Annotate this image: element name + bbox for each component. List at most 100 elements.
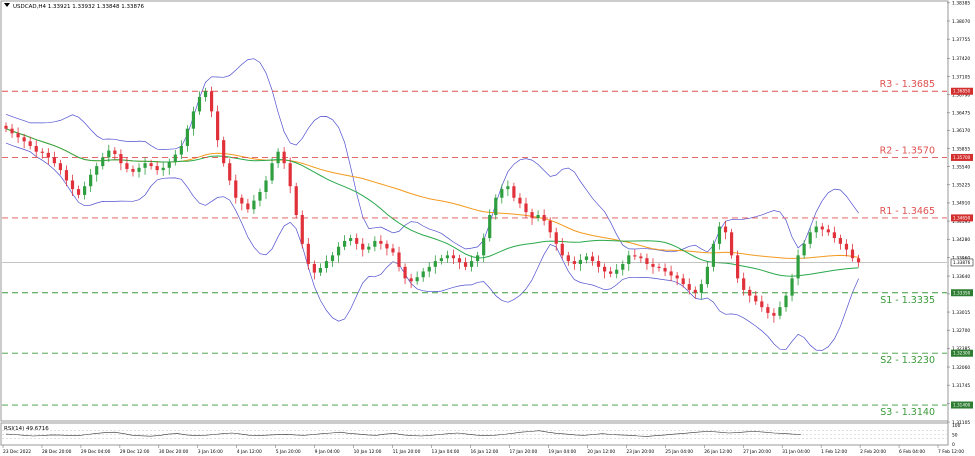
candle-body xyxy=(506,186,510,190)
candle-body xyxy=(856,258,861,263)
level-label-resistance: R1 - 1.3465 xyxy=(880,206,935,217)
y-tick-label: 1.36170 xyxy=(952,128,970,134)
candle-body xyxy=(542,215,546,221)
candle-body xyxy=(742,278,746,290)
candle-body xyxy=(609,271,613,274)
x-tick-label: 30 Dec 20:00 xyxy=(159,449,189,455)
candle-body xyxy=(572,261,576,264)
level-label-resistance: R2 - 1.3570 xyxy=(880,145,935,156)
candle-body xyxy=(276,151,280,164)
candle-body xyxy=(482,238,486,256)
candle-body xyxy=(4,125,8,129)
y-tick-label: 1.33960 xyxy=(952,255,970,261)
candle-body xyxy=(736,255,740,279)
candle-body xyxy=(294,186,298,216)
rsi-axis-label: 100 xyxy=(952,423,961,429)
candle-body xyxy=(40,151,44,153)
x-tick-label: 23 Jan 20:00 xyxy=(626,449,654,455)
candle-body xyxy=(796,255,800,279)
candle-body xyxy=(282,151,286,164)
candle-body xyxy=(463,262,468,267)
x-tick-label: 20 Jan 12:00 xyxy=(587,449,615,455)
level-price-tag-text: 1.32300 xyxy=(953,351,971,356)
level-price-tag xyxy=(951,349,973,357)
candle-body xyxy=(433,261,437,267)
level-price-tag-text: 1.33350 xyxy=(953,290,971,295)
candle-body xyxy=(173,154,177,163)
candle-body xyxy=(137,167,141,172)
candle-body xyxy=(209,91,214,112)
candle-body xyxy=(149,163,153,167)
y-tick-label: 1.37105 xyxy=(952,74,970,80)
y-tick-label: 1.32385 xyxy=(952,346,970,352)
main-pane xyxy=(0,0,949,422)
y-tick-label: 1.34280 xyxy=(952,237,970,243)
candle-body xyxy=(185,128,189,146)
candle-body xyxy=(258,192,262,201)
candle-body xyxy=(58,163,63,171)
y-tick-label: 1.35540 xyxy=(952,164,970,170)
candle-body xyxy=(318,268,323,273)
candle-body xyxy=(131,168,135,172)
candle-body xyxy=(312,263,316,273)
symbol-header: USDCAD,H4 1.33921 1.33932 1.33848 1.3387… xyxy=(13,4,144,10)
candle-body xyxy=(28,141,32,146)
y-tick-label: 1.33640 xyxy=(952,274,970,280)
candle-body xyxy=(451,255,456,259)
y-tick-label: 1.32060 xyxy=(952,365,970,371)
candle-body xyxy=(457,258,462,263)
rsi-axis-label: 50 xyxy=(952,432,958,438)
y-tick-label: 1.32700 xyxy=(952,328,970,334)
candle-body xyxy=(222,140,226,164)
y-tick-label: 1.33015 xyxy=(952,310,970,316)
candle-body xyxy=(216,111,220,141)
y-tick-label: 1.35225 xyxy=(952,183,970,189)
x-tick-label: 26 Jan 12:00 xyxy=(704,449,732,455)
candle-body xyxy=(203,91,208,97)
x-tick-label: 11 Jan 20:00 xyxy=(393,449,421,455)
candle-body xyxy=(711,243,716,267)
candle-body xyxy=(34,145,38,152)
candle-body xyxy=(95,166,99,175)
candle-body xyxy=(554,232,558,244)
candle-body xyxy=(246,203,250,210)
candle-body xyxy=(772,312,776,316)
candle-body xyxy=(814,226,818,233)
candle-body xyxy=(234,180,238,198)
candle-body xyxy=(808,232,812,244)
candle-body xyxy=(530,212,534,218)
candle-body xyxy=(590,256,595,262)
candle-body xyxy=(22,137,26,142)
candle-body xyxy=(723,226,728,233)
candle-body xyxy=(748,289,752,296)
current-price-tag-text: 1.33876 xyxy=(953,260,971,265)
dropdown-icon[interactable] xyxy=(4,3,10,7)
x-tick-label: 16 Jan 12:00 xyxy=(471,449,499,455)
candle-body xyxy=(252,200,256,210)
candle-body xyxy=(167,162,171,168)
candle-body xyxy=(524,203,528,213)
x-tick-label: 10 Jan 12:00 xyxy=(354,449,382,455)
candle-body xyxy=(391,248,395,253)
candle-body xyxy=(675,275,679,279)
candle-body xyxy=(838,238,843,244)
x-tick-label: 13 Jan 04:00 xyxy=(432,449,460,455)
candle-body xyxy=(143,163,147,168)
candle-body xyxy=(500,189,504,198)
x-tick-label: 29 Dec 12:00 xyxy=(120,449,150,455)
candle-body xyxy=(536,215,540,218)
candle-body xyxy=(191,111,196,129)
candle-body xyxy=(476,255,480,262)
candle-body xyxy=(355,238,359,244)
candle-body xyxy=(657,266,661,268)
candle-body xyxy=(161,167,165,171)
candle-body xyxy=(717,226,722,244)
level-price-tag-text: 1.35700 xyxy=(953,155,971,160)
y-tick-label: 1.31745 xyxy=(952,383,970,389)
candle-body xyxy=(494,197,498,216)
candle-body xyxy=(228,163,232,181)
candle-body xyxy=(324,261,329,268)
candle-body xyxy=(693,289,697,293)
